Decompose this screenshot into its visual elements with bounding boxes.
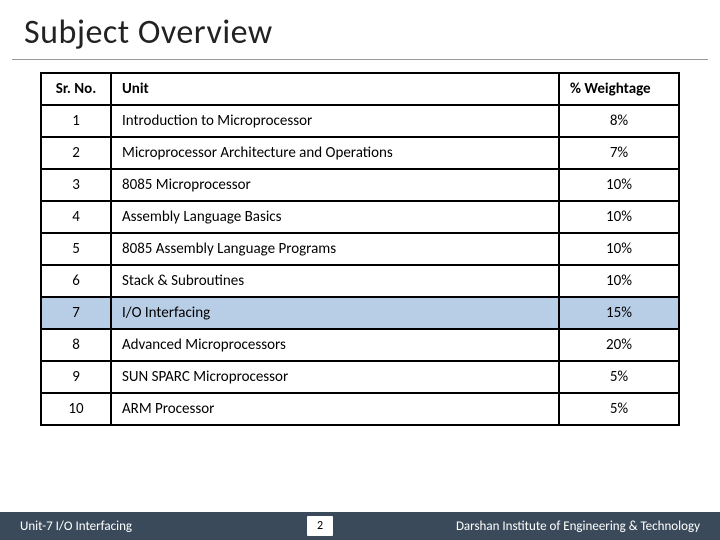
cell-unit: SUN SPARC Microprocessor xyxy=(111,361,559,393)
footer-left: Unit-7 I/O Interfacing xyxy=(0,519,132,534)
table-row: 4Assembly Language Basics10% xyxy=(41,201,679,233)
cell-unit: Introduction to Microprocessor xyxy=(111,105,559,137)
table-header-row: Sr. No. Unit % Weightage xyxy=(41,73,679,105)
cell-unit: ARM Processor xyxy=(111,393,559,425)
overview-table-container: Sr. No. Unit % Weightage 1Introduction t… xyxy=(0,72,720,426)
cell-weightage: 10% xyxy=(559,233,679,265)
table-row: 58085 Assembly Language Programs10% xyxy=(41,233,679,265)
table-row: 38085 Microprocessor10% xyxy=(41,169,679,201)
cell-unit: Advanced Microprocessors xyxy=(111,329,559,361)
cell-weightage: 5% xyxy=(559,393,679,425)
cell-sr: 10 xyxy=(41,393,111,425)
cell-weightage: 8% xyxy=(559,105,679,137)
cell-sr: 8 xyxy=(41,329,111,361)
cell-unit: Microprocessor Architecture and Operatio… xyxy=(111,137,559,169)
cell-sr: 9 xyxy=(41,361,111,393)
table-row: 1Introduction to Microprocessor8% xyxy=(41,105,679,137)
cell-sr: 2 xyxy=(41,137,111,169)
table-row: 6Stack & Subroutines10% xyxy=(41,265,679,297)
footer-right: Darshan Institute of Engineering & Techn… xyxy=(456,519,720,534)
cell-unit: Assembly Language Basics xyxy=(111,201,559,233)
cell-weightage: 15% xyxy=(559,297,679,329)
cell-sr: 5 xyxy=(41,233,111,265)
title-underline xyxy=(12,59,708,60)
table-row: 7I/O Interfacing15% xyxy=(41,297,679,329)
table-row: 10ARM Processor5% xyxy=(41,393,679,425)
page-number: 2 xyxy=(307,516,333,536)
cell-weightage: 10% xyxy=(559,201,679,233)
col-header-weightage: % Weightage xyxy=(559,73,679,105)
cell-sr: 7 xyxy=(41,297,111,329)
col-header-sr: Sr. No. xyxy=(41,73,111,105)
cell-unit: 8085 Assembly Language Programs xyxy=(111,233,559,265)
slide: Subject Overview Sr. No. Unit % Weightag… xyxy=(0,0,720,540)
table-row: 8Advanced Microprocessors20% xyxy=(41,329,679,361)
overview-table: Sr. No. Unit % Weightage 1Introduction t… xyxy=(40,72,680,426)
table-body: 1Introduction to Microprocessor8%2Microp… xyxy=(41,105,679,425)
cell-sr: 4 xyxy=(41,201,111,233)
cell-weightage: 10% xyxy=(559,265,679,297)
cell-weightage: 7% xyxy=(559,137,679,169)
cell-weightage: 20% xyxy=(559,329,679,361)
cell-sr: 3 xyxy=(41,169,111,201)
table-row: 2Microprocessor Architecture and Operati… xyxy=(41,137,679,169)
table-row: 9SUN SPARC Microprocessor5% xyxy=(41,361,679,393)
page-title: Subject Overview xyxy=(0,0,720,59)
footer-bar: Unit-7 I/O Interfacing 2 Darshan Institu… xyxy=(0,512,720,540)
cell-unit: 8085 Microprocessor xyxy=(111,169,559,201)
cell-weightage: 10% xyxy=(559,169,679,201)
cell-sr: 6 xyxy=(41,265,111,297)
cell-weightage: 5% xyxy=(559,361,679,393)
cell-unit: Stack & Subroutines xyxy=(111,265,559,297)
col-header-unit: Unit xyxy=(111,73,559,105)
cell-sr: 1 xyxy=(41,105,111,137)
cell-unit: I/O Interfacing xyxy=(111,297,559,329)
